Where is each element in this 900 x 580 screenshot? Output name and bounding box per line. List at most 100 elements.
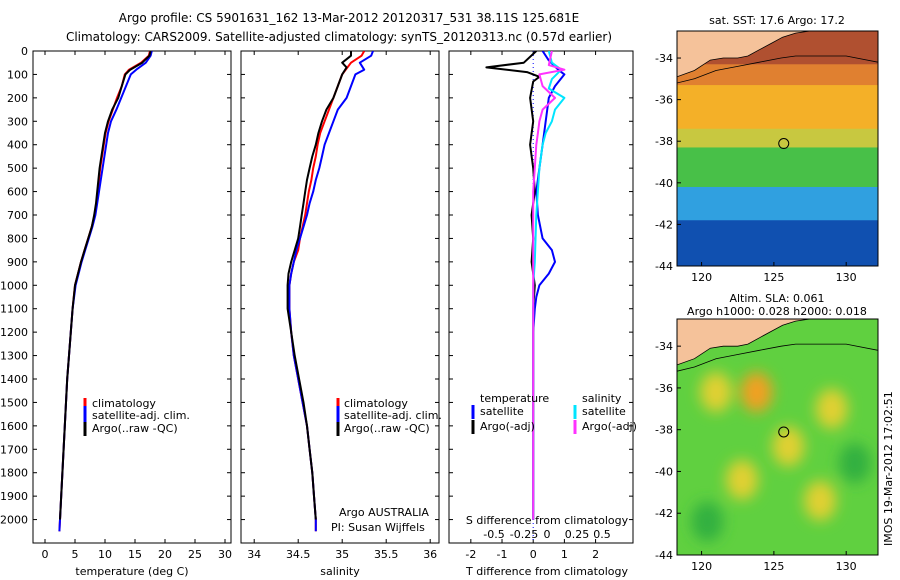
x-tick-label: 35 — [335, 548, 349, 561]
salinity-xlabel: salinity — [320, 565, 360, 578]
x-tick-label: 0 — [530, 548, 537, 561]
sla-anomaly-5 — [804, 480, 837, 521]
salinity-legend: climatology satellite-adj. clim. Argo(..… — [336, 397, 442, 436]
x-tick-label: 34 — [247, 548, 261, 561]
difference-xlabel: T difference from climatology — [465, 565, 628, 578]
lat-tick-label: -36 — [655, 94, 673, 107]
sst-band-2 — [677, 85, 878, 130]
x-tick-label: 2 — [592, 548, 599, 561]
sst-band-3 — [677, 128, 878, 149]
y-tick-label: 200 — [7, 92, 28, 105]
temperature-axis-ticks: 0 5 10 15 20 25 300100200300400500600700800900… — [0, 45, 232, 561]
sla-map-subtitle: Argo h1000: 0.028 h2000: 0.018 — [687, 305, 867, 318]
series-line-0 — [532, 51, 566, 520]
sst-band-6 — [677, 220, 878, 266]
sst-depth-contour — [677, 55, 878, 84]
legend-label-climatology: climatology — [344, 397, 408, 410]
sla-anomaly-6 — [838, 443, 871, 484]
lat-tick-label: -42 — [655, 507, 673, 520]
lon-tick-label: 130 — [836, 560, 857, 573]
sla-anomaly-0 — [700, 372, 733, 413]
y-tick-label: 1400 — [0, 373, 28, 386]
sst-band-5 — [677, 186, 878, 222]
series-line-3 — [532, 51, 566, 520]
temperature-plot-frame — [32, 50, 232, 544]
lat-tick-label: -44 — [655, 260, 673, 273]
sst-map-title: sat. SST: 17.6 Argo: 17.2 — [709, 14, 845, 27]
y-tick-label: 1300 — [0, 350, 28, 363]
sla-anomaly-7 — [691, 501, 724, 542]
x-tick-label: -1 — [497, 548, 508, 561]
sla-map-frame — [676, 318, 879, 556]
y-tick-label: 500 — [7, 162, 28, 175]
salinity-panel: 34 34.5 35 35.5 36 salinity climatology sate… — [240, 50, 442, 578]
sst-map-ticks: 120 125 130 -34 -36 -38 -40 -42 -44 — [655, 52, 857, 284]
y-tick-label: 800 — [7, 232, 28, 245]
lat-tick-label: -34 — [655, 340, 673, 353]
y-tick-label: 1000 — [0, 279, 28, 292]
sla-map-title: Altim. SLA: 0.061 — [729, 292, 824, 305]
sla-argo-position-marker — [778, 426, 790, 438]
sla-anomaly-2 — [772, 426, 805, 467]
x-tick-label: 34.5 — [286, 548, 311, 561]
lat-tick-label: -42 — [655, 218, 673, 231]
sla-map-ticks: 120 125 130 -34 -36 -38 -40 -42 -44 — [655, 340, 857, 573]
legend-label-argo: Argo(..raw -QC) — [344, 422, 430, 435]
legend-label-t-satellite: satellite — [480, 405, 524, 418]
platform-annotation: Argo AUSTRALIA — [339, 506, 429, 519]
y-tick-label: 1100 — [0, 303, 28, 316]
s-diff-tick-label: 0 — [544, 528, 551, 541]
sst-coastline — [677, 31, 878, 78]
y-tick-label: 1700 — [0, 443, 28, 456]
legend-label-climatology: climatology — [92, 397, 156, 410]
x-tick-label: 0 — [42, 548, 49, 561]
x-tick-label: 35.5 — [374, 548, 399, 561]
difference-legend: temperature salinity satellite Argo(-adj… — [471, 392, 637, 434]
legend-label-satellite: satellite-adj. clim. — [92, 409, 190, 422]
temperature-xlabel: temperature (deg C) — [75, 565, 188, 578]
sst-map-frame — [676, 30, 879, 267]
x-tick-label: 20 — [158, 548, 172, 561]
y-tick-label: 1600 — [0, 420, 28, 433]
legend-label-s-satellite: satellite — [582, 405, 626, 418]
legend-salinity-header: salinity — [582, 392, 622, 405]
series-line-0 — [288, 51, 366, 532]
y-tick-label: 0 — [21, 45, 28, 58]
lon-tick-label: 125 — [763, 560, 784, 573]
x-tick-label: 15 — [128, 548, 142, 561]
y-tick-label: 2000 — [0, 514, 28, 527]
temperature-legend: climatology satellite-adj. clim. Argo(..… — [83, 397, 190, 436]
sst-map-panel: sat. SST: 17.6 Argo: 17.2 120 125 130 -34 -3… — [655, 14, 879, 284]
lat-tick-label: -36 — [655, 382, 673, 395]
legend-label-t-argo: Argo(-adj) — [480, 420, 535, 433]
y-tick-label: 300 — [7, 115, 28, 128]
series-line-1 — [485, 51, 541, 520]
salinity-axis-ticks: 34 34.5 35 35.5 36 — [241, 50, 439, 561]
figure-subtitle: Climatology: CARS2009. Satellite-adjuste… — [66, 30, 612, 44]
lon-tick-label: 130 — [836, 271, 857, 284]
temperature-panel: 0 5 10 15 20 25 300100200300400500600700800900… — [0, 45, 232, 578]
lat-tick-label: -38 — [655, 424, 673, 437]
lat-tick-label: -40 — [655, 465, 673, 478]
lat-tick-label: -38 — [655, 135, 673, 148]
lon-tick-label: 125 — [763, 271, 784, 284]
s-diff-tick-label: 0.5 — [593, 528, 611, 541]
legend-label-argo: Argo(..raw -QC) — [92, 422, 178, 435]
salinity-series — [286, 51, 374, 532]
x-tick-label: 30 — [218, 548, 232, 561]
y-tick-label: 1900 — [0, 490, 28, 503]
y-tick-label: 1200 — [0, 326, 28, 339]
y-tick-label: 1800 — [0, 467, 28, 480]
legend-label-satellite: satellite-adj. clim. — [344, 409, 442, 422]
temperature-series — [58, 51, 153, 532]
s-diff-tick-label: -0.5 — [483, 528, 504, 541]
sla-anomaly-1 — [740, 372, 773, 413]
lon-tick-label: 120 — [691, 560, 712, 573]
lat-tick-label: -34 — [655, 52, 673, 65]
legend-label-s-argo: Argo(-adj) — [582, 420, 637, 433]
lat-tick-label: -44 — [655, 549, 673, 562]
figure-title: Argo profile: CS 5901631_162 13-Mar-2012… — [119, 11, 579, 25]
x-tick-label: 25 — [188, 548, 202, 561]
y-tick-label: 600 — [7, 186, 28, 199]
